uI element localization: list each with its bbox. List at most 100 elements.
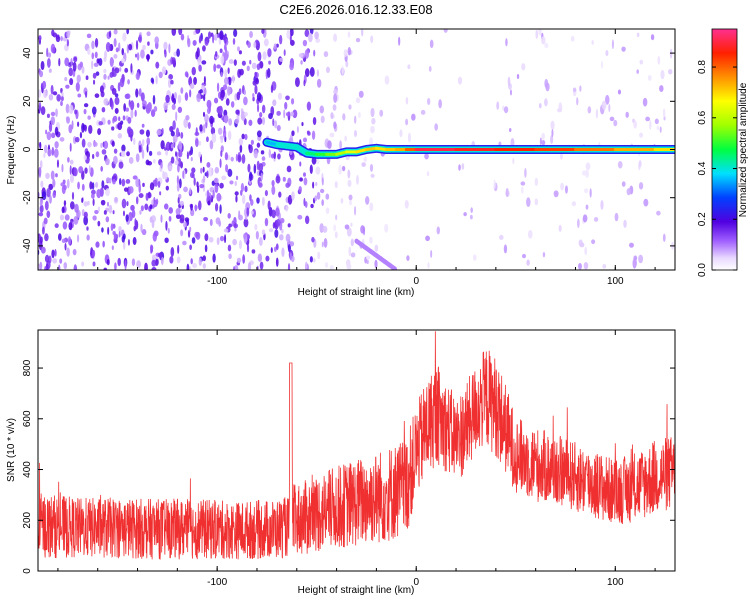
heatmap-cell — [117, 122, 123, 131]
heatmap-cell — [283, 49, 286, 56]
heatmap-cell — [638, 182, 644, 190]
heatmap-cell — [583, 188, 589, 194]
heatmap-cell — [93, 79, 96, 85]
heatmap-cell — [458, 164, 461, 171]
heatmap-cell — [250, 198, 254, 206]
heatmap-cell — [289, 29, 294, 37]
heatmap-cell — [199, 35, 202, 44]
heatmap-cell — [76, 74, 81, 83]
heatmap-cell — [46, 210, 51, 218]
heatmap-cell — [226, 86, 231, 96]
heatmap-cell — [202, 166, 205, 173]
heatmap-cell — [235, 109, 240, 115]
heatmap-cell — [330, 112, 334, 120]
heatmap-cell — [407, 64, 411, 70]
heatmap-cell — [161, 127, 164, 135]
heatmap-cell — [94, 38, 99, 48]
heatmap-cell — [216, 82, 220, 92]
heatmap-cell — [609, 116, 615, 122]
heatmap-cell — [502, 105, 505, 111]
heatmap-cell — [175, 213, 181, 220]
heatmap-cell — [228, 59, 234, 64]
heatmap-cell — [91, 189, 96, 195]
heatmap-cell — [239, 144, 243, 153]
heatmap-cell — [44, 200, 49, 211]
heatmap-cell — [325, 66, 330, 74]
heatmap-cell — [254, 71, 258, 77]
heatmap-cell — [56, 94, 61, 102]
ridge-segment — [265, 140, 279, 147]
heatmap-cell — [285, 205, 288, 212]
heatmap-cell — [125, 214, 129, 222]
heatmap-cell — [178, 29, 183, 36]
snr-y-tick-label: 600 — [22, 410, 33, 427]
heatmap-cell — [304, 68, 310, 78]
heatmap-cell — [605, 94, 610, 105]
heatmap-cell — [130, 134, 133, 142]
heatmap-cell — [63, 200, 67, 207]
heatmap-cell — [126, 151, 130, 157]
heatmap-cell — [196, 92, 201, 103]
heatmap-cell — [253, 41, 257, 48]
heatmap-cell — [438, 99, 442, 109]
heatmap-cell — [220, 150, 223, 158]
heatmap-cell — [334, 231, 338, 239]
heatmap-cell — [192, 39, 197, 46]
heatmap-cell — [365, 196, 370, 205]
heatmap-cell — [212, 189, 215, 199]
heatmap-cell — [243, 233, 246, 240]
heatmap-cell — [315, 158, 320, 165]
heatmap-cell — [311, 130, 316, 140]
heatmap-cell — [470, 207, 473, 213]
heatmap-cell — [177, 157, 182, 167]
heatmap-cell — [256, 130, 262, 138]
heatmap-cell — [202, 111, 206, 117]
heatmap-cell — [76, 234, 80, 243]
heatmap-cell — [370, 107, 375, 118]
heatmap-cell — [585, 169, 589, 178]
heatmap-cell — [57, 233, 62, 241]
heatmap-cell — [38, 101, 42, 112]
heatmap-cell — [428, 65, 432, 72]
heatmap-cell — [279, 57, 284, 62]
heatmap-cell — [550, 135, 554, 144]
heatmap-cell — [81, 138, 86, 148]
heatmap-cell — [550, 120, 555, 130]
heatmap-cell — [183, 186, 188, 193]
heatmap-cell — [60, 96, 64, 102]
heatmap-cell — [105, 42, 111, 52]
heatmap-cell — [244, 133, 248, 141]
heatmap-cells — [38, 29, 675, 270]
heatmap-cell — [426, 171, 430, 177]
heatmap-cell — [91, 106, 97, 115]
heatmap-cell — [542, 251, 546, 258]
spectrogram-panel: -100 0 100 -40 -20 0 20 40 Height of straight l… — [6, 28, 676, 298]
heatmap-cell — [406, 255, 410, 261]
heatmap-cell — [553, 190, 559, 198]
heatmap-cell — [94, 51, 98, 59]
heatmap-cell — [358, 90, 364, 98]
heatmap-cell — [315, 181, 318, 187]
heatmap-cell — [105, 158, 110, 166]
spectrogram-x-tick-label: -100 — [207, 276, 227, 287]
heatmap-cell — [47, 52, 52, 58]
heatmap-cell — [40, 60, 45, 71]
heatmap-cell — [58, 58, 61, 67]
snr-frame — [37, 329, 676, 572]
heatmap-cell — [521, 253, 527, 259]
heatmap-cell — [252, 93, 255, 98]
heatmap-cell — [275, 218, 281, 227]
heatmap-cell — [350, 222, 353, 227]
heatmap-cell — [141, 100, 147, 107]
heatmap-cell — [179, 200, 184, 207]
heatmap-cell — [667, 68, 673, 75]
heatmap-cell — [101, 227, 104, 233]
heatmap-cell — [206, 161, 211, 168]
heatmap-cell — [160, 214, 163, 223]
heatmap-cell — [346, 227, 352, 237]
heatmap-cell — [198, 200, 202, 211]
heatmap-cell — [275, 207, 280, 217]
heatmap-cell — [374, 244, 379, 252]
heatmap-cell — [324, 262, 329, 268]
heatmap-cell — [208, 236, 214, 243]
